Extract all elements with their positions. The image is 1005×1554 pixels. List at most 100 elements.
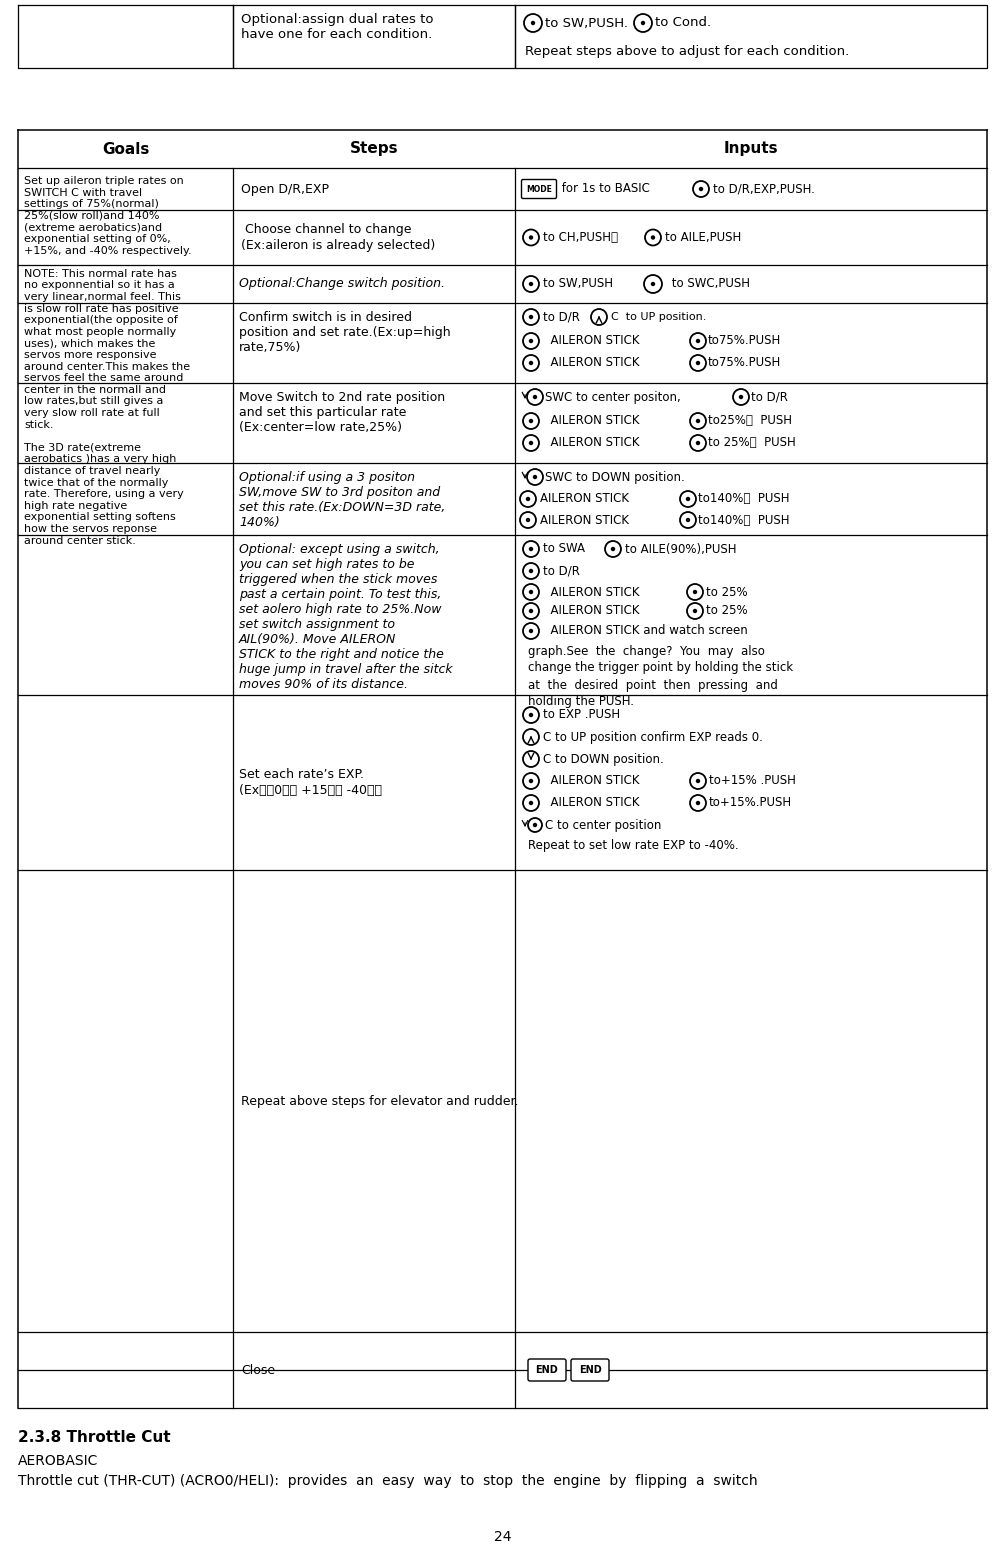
Text: 2.3.8 Throttle Cut: 2.3.8 Throttle Cut — [18, 1430, 171, 1445]
Text: to EXP .PUSH: to EXP .PUSH — [543, 709, 620, 721]
Circle shape — [529, 547, 534, 552]
Text: to SWC,PUSH: to SWC,PUSH — [668, 278, 750, 291]
Text: to75%.PUSH: to75%.PUSH — [708, 334, 781, 348]
Circle shape — [739, 395, 744, 399]
Circle shape — [533, 822, 538, 827]
Text: AILERON STICK: AILERON STICK — [543, 356, 639, 370]
Text: AILERON STICK: AILERON STICK — [543, 605, 654, 617]
Text: to 25%: to 25% — [706, 586, 748, 598]
Text: SWC to center positon,: SWC to center positon, — [545, 390, 680, 404]
Text: SWC to DOWN position.: SWC to DOWN position. — [545, 471, 684, 483]
Text: holding the PUSH.: holding the PUSH. — [528, 696, 634, 709]
Text: to AILE,PUSH: to AILE,PUSH — [665, 232, 742, 244]
Text: Repeat steps above to adjust for each condition.: Repeat steps above to adjust for each co… — [525, 45, 849, 57]
Text: to CH,PUSH，: to CH,PUSH， — [543, 232, 618, 244]
Text: AILERON STICK: AILERON STICK — [543, 437, 639, 449]
Circle shape — [529, 281, 534, 286]
Text: Confirm switch is in desired
position and set rate.(Ex:up=high
rate,75%): Confirm switch is in desired position an… — [239, 311, 450, 354]
Text: END: END — [536, 1364, 559, 1375]
Text: to D/R,EXP,PUSH.: to D/R,EXP,PUSH. — [713, 182, 815, 196]
Circle shape — [526, 517, 531, 522]
Text: to D/R: to D/R — [751, 390, 788, 404]
Text: Open D/R,EXP: Open D/R,EXP — [241, 182, 329, 196]
Text: AILERON STICK: AILERON STICK — [543, 415, 639, 427]
Text: AILERON STICK: AILERON STICK — [543, 586, 654, 598]
Circle shape — [529, 418, 534, 423]
Circle shape — [685, 497, 690, 502]
Text: for 1s to BASIC: for 1s to BASIC — [558, 182, 650, 196]
Text: MODE: MODE — [526, 185, 552, 194]
Text: Inputs: Inputs — [724, 141, 778, 157]
Text: C to center position: C to center position — [545, 819, 661, 831]
FancyBboxPatch shape — [528, 1360, 566, 1382]
Circle shape — [611, 547, 615, 552]
Text: Optional: except using a switch,
you can set high rates to be
triggered when the: Optional: except using a switch, you can… — [239, 542, 452, 692]
FancyBboxPatch shape — [571, 1360, 609, 1382]
Text: to AILE(90%),PUSH: to AILE(90%),PUSH — [625, 542, 737, 555]
Text: to SW,PUSH: to SW,PUSH — [543, 278, 613, 291]
Text: to+15%.PUSH: to+15%.PUSH — [709, 797, 792, 810]
Circle shape — [695, 800, 700, 805]
Text: to 25%，  PUSH: to 25%， PUSH — [708, 437, 796, 449]
Text: Optional:Change switch position.: Optional:Change switch position. — [239, 278, 445, 291]
Circle shape — [529, 713, 534, 718]
Circle shape — [695, 361, 700, 365]
Text: to140%，  PUSH: to140%， PUSH — [698, 493, 790, 505]
Circle shape — [529, 591, 534, 594]
Text: to75%.PUSH: to75%.PUSH — [708, 356, 781, 370]
Text: Goals: Goals — [102, 141, 149, 157]
Text: Move Switch to 2nd rate position
and set this particular rate
(Ex:center=low rat: Move Switch to 2nd rate position and set… — [239, 392, 445, 434]
Text: to25%，  PUSH: to25%， PUSH — [708, 415, 792, 427]
Text: AILERON STICK: AILERON STICK — [540, 513, 629, 527]
Circle shape — [529, 569, 534, 573]
FancyBboxPatch shape — [522, 180, 557, 199]
Circle shape — [641, 20, 645, 25]
Text: Throttle cut (THR-CUT) (ACRO0/HELI):  provides  an  easy  way  to  stop  the  en: Throttle cut (THR-CUT) (ACRO0/HELI): pro… — [18, 1475, 758, 1489]
Circle shape — [526, 497, 531, 502]
Text: Choose channel to change
(Ex:aileron is already selected): Choose channel to change (Ex:aileron is … — [241, 224, 435, 252]
Text: C to DOWN position.: C to DOWN position. — [543, 752, 663, 766]
Circle shape — [695, 779, 700, 783]
Text: Set each rate’s EXP.
(Ex：　0％， +15％， -40％）: Set each rate’s EXP. (Ex： 0％， +15％， -40％… — [239, 769, 382, 797]
Text: to+15% .PUSH: to+15% .PUSH — [709, 774, 796, 788]
Text: Repeat above steps for elevator and rudder.: Repeat above steps for elevator and rudd… — [241, 1094, 519, 1108]
Circle shape — [533, 395, 538, 399]
Text: END: END — [579, 1364, 601, 1375]
Text: graph.See  the  change?  You  may  also: graph.See the change? You may also — [528, 645, 765, 657]
Text: to SWA: to SWA — [543, 542, 585, 555]
Text: Close: Close — [241, 1363, 275, 1377]
Circle shape — [692, 609, 697, 614]
Circle shape — [695, 339, 700, 343]
Text: Set up aileron triple rates on
SWITCH C with travel
settings of 75%(normal)
25%(: Set up aileron triple rates on SWITCH C … — [24, 176, 192, 545]
Text: 24: 24 — [493, 1531, 512, 1545]
Circle shape — [695, 418, 700, 423]
Text: AILERON STICK: AILERON STICK — [543, 774, 639, 788]
Circle shape — [531, 20, 536, 25]
Text: Repeat to set low rate EXP to -40%.: Repeat to set low rate EXP to -40%. — [528, 839, 739, 852]
Text: to SW,PUSH.: to SW,PUSH. — [545, 17, 628, 30]
Circle shape — [529, 441, 534, 444]
Text: AILERON STICK: AILERON STICK — [540, 493, 629, 505]
Text: Steps: Steps — [350, 141, 398, 157]
Circle shape — [695, 441, 700, 444]
Text: to Cond.: to Cond. — [655, 17, 712, 30]
Circle shape — [529, 339, 534, 343]
Circle shape — [529, 779, 534, 783]
Text: C  to UP position.: C to UP position. — [611, 312, 707, 322]
Text: change the trigger point by holding the stick: change the trigger point by holding the … — [528, 662, 793, 674]
Circle shape — [692, 591, 697, 594]
Circle shape — [698, 186, 703, 191]
Text: AILERON STICK and watch screen: AILERON STICK and watch screen — [543, 625, 748, 637]
Circle shape — [529, 361, 534, 365]
Text: at  the  desired  point  then  pressing  and: at the desired point then pressing and — [528, 679, 778, 692]
Circle shape — [529, 629, 534, 632]
Circle shape — [651, 281, 655, 286]
Circle shape — [529, 609, 534, 614]
Circle shape — [651, 235, 655, 239]
Text: to140%，  PUSH: to140%， PUSH — [698, 513, 790, 527]
Text: to 25%: to 25% — [706, 605, 748, 617]
Text: AILERON STICK: AILERON STICK — [543, 334, 639, 348]
Text: AILERON STICK: AILERON STICK — [543, 797, 647, 810]
Text: Optional:if using a 3 positon
SW,move SW to 3rd positon and
set this rate.(Ex:DO: Optional:if using a 3 positon SW,move SW… — [239, 471, 445, 528]
Text: to D/R: to D/R — [543, 311, 580, 323]
